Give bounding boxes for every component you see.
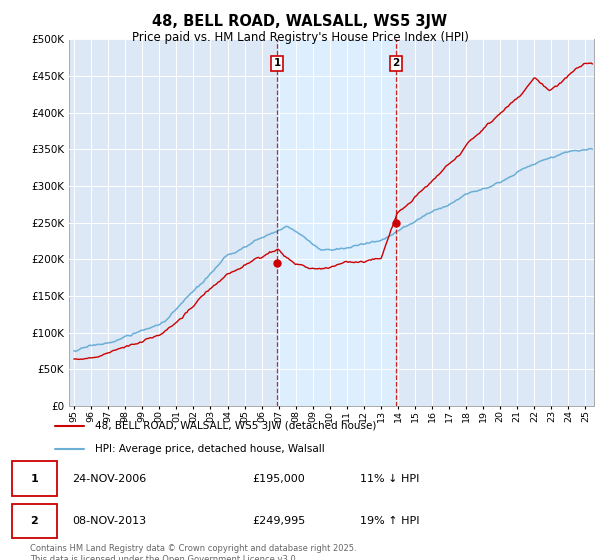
- Text: 24-NOV-2006: 24-NOV-2006: [72, 474, 146, 484]
- Bar: [277, 39, 396, 406]
- Text: 08-NOV-2013: 08-NOV-2013: [72, 516, 146, 526]
- Text: 11% ↓ HPI: 11% ↓ HPI: [360, 474, 419, 484]
- Text: 2: 2: [31, 516, 38, 526]
- Text: HPI: Average price, detached house, Walsall: HPI: Average price, detached house, Wals…: [95, 444, 325, 454]
- Text: 48, BELL ROAD, WALSALL, WS5 3JW: 48, BELL ROAD, WALSALL, WS5 3JW: [152, 14, 448, 29]
- Text: 19% ↑ HPI: 19% ↑ HPI: [360, 516, 419, 526]
- Text: 2: 2: [392, 58, 400, 68]
- Text: Contains HM Land Registry data © Crown copyright and database right 2025.
This d: Contains HM Land Registry data © Crown c…: [30, 544, 356, 560]
- Text: 48, BELL ROAD, WALSALL, WS5 3JW (detached house): 48, BELL ROAD, WALSALL, WS5 3JW (detache…: [95, 421, 376, 431]
- Text: Price paid vs. HM Land Registry's House Price Index (HPI): Price paid vs. HM Land Registry's House …: [131, 31, 469, 44]
- Text: £195,000: £195,000: [252, 474, 305, 484]
- FancyBboxPatch shape: [12, 461, 57, 496]
- Text: 1: 1: [31, 474, 38, 484]
- FancyBboxPatch shape: [12, 503, 57, 538]
- Text: £249,995: £249,995: [252, 516, 305, 526]
- Text: 1: 1: [274, 58, 281, 68]
